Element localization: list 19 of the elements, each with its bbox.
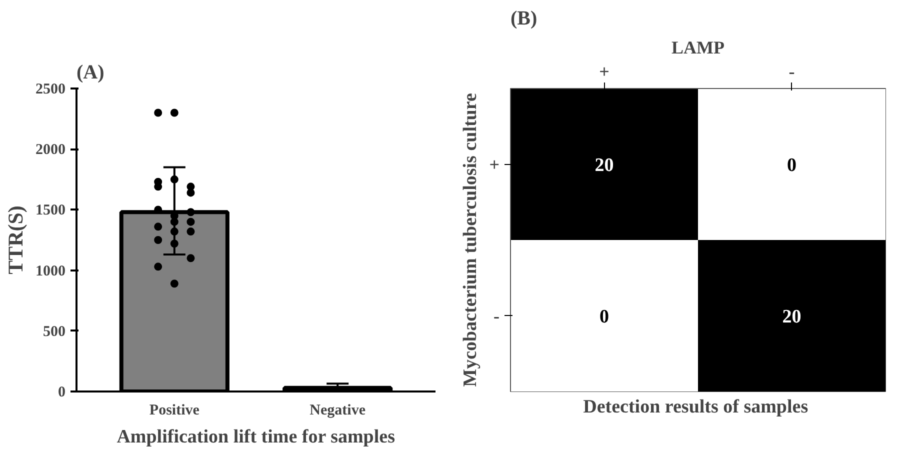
y-tick-label: 1000 xyxy=(36,263,66,280)
y-tick-label: 500 xyxy=(43,324,66,340)
y-axis-title: Mycobacterium tuberculosis culture xyxy=(460,93,482,387)
data-label: 20 xyxy=(594,154,614,176)
x-tick-label: Positive xyxy=(149,402,200,418)
x-axis-title: Amplification lift time for samples xyxy=(116,426,395,448)
x-tick-label: Negative xyxy=(310,402,366,418)
y-tick-label: 2500 xyxy=(36,82,66,98)
data-label: 0 xyxy=(600,306,609,328)
y-tick-label: 0 xyxy=(58,384,66,400)
y-axis-title: TTR(S) xyxy=(4,206,28,274)
data-label: 0 xyxy=(787,154,796,176)
y-tick-label: 1500 xyxy=(36,202,66,219)
x2-axis-title: LAMP xyxy=(672,38,725,58)
chart-title: (A) xyxy=(76,62,104,84)
chart-title: (B) xyxy=(510,8,538,30)
x-axis-title: Detection results of samples xyxy=(583,396,808,418)
y-tick-label: 2000 xyxy=(36,142,66,158)
data-label: 20 xyxy=(782,306,802,328)
